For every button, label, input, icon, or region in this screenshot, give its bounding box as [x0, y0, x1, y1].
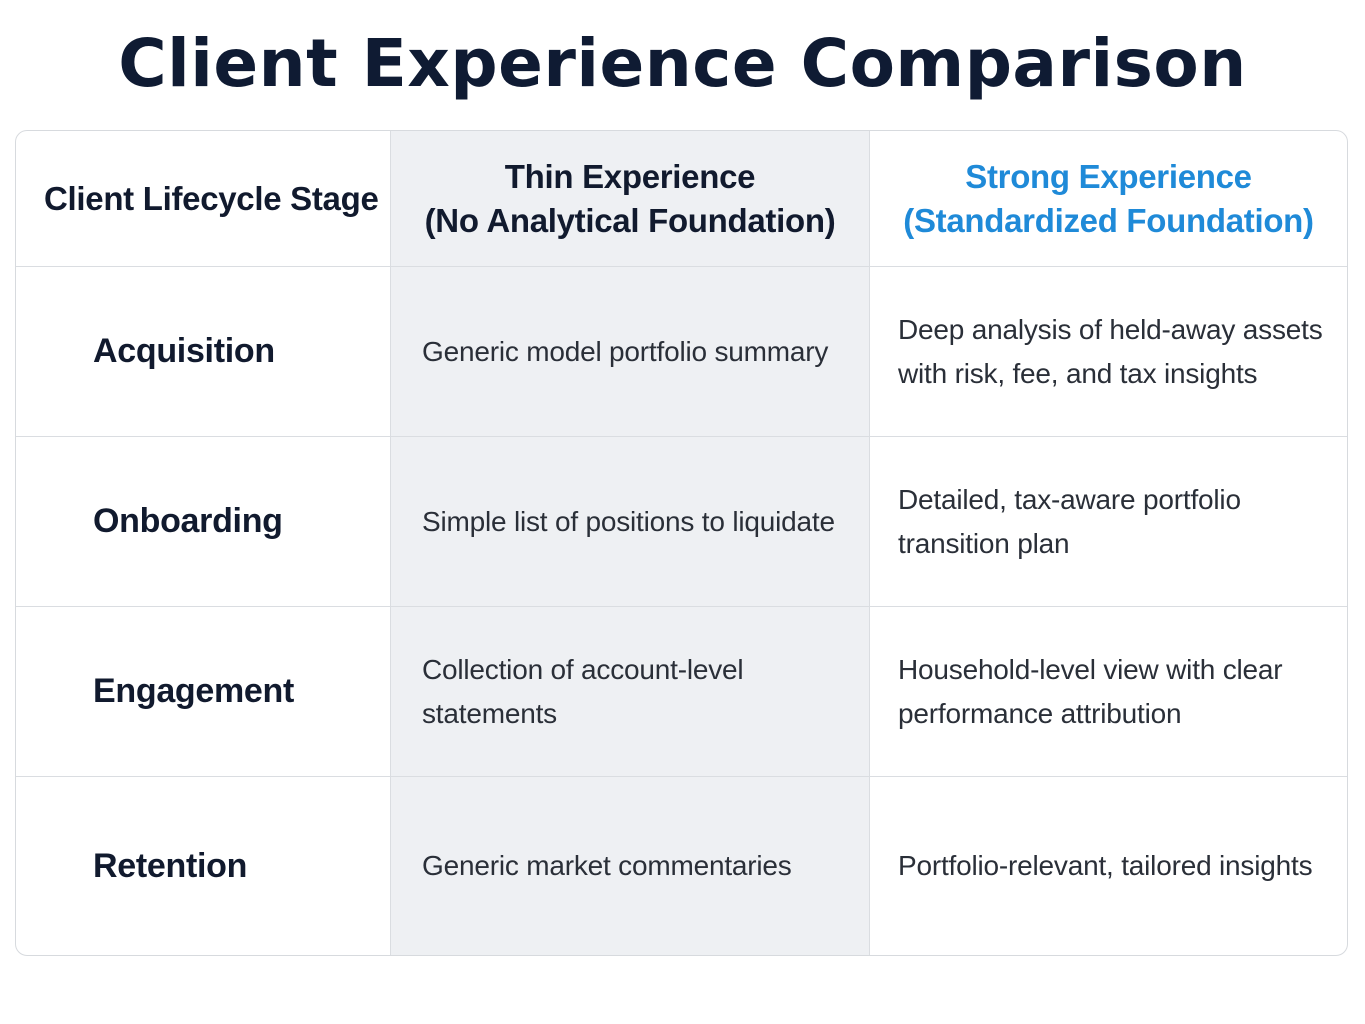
thin-text-line1: Collection of account-level [422, 653, 744, 685]
row-retention-thin: Generic market commentaries [391, 777, 870, 955]
row-onboarding-strong: Detailed, tax-aware portfolio transition… [870, 437, 1347, 607]
strong-text-line1: Deep analysis of held-away assets [898, 313, 1323, 345]
row-acquisition-thin: Generic model portfolio summary [391, 267, 870, 437]
header-thin-title: Thin Experience [504, 157, 756, 195]
row-acquisition-strong: Deep analysis of held-away assets with r… [870, 267, 1347, 437]
thin-text: Generic market commentaries [422, 850, 792, 881]
strong-text-line2: performance attribution [898, 697, 1182, 729]
thin-text: Generic model portfolio summary [422, 335, 829, 367]
stage-label: Onboarding [93, 502, 283, 540]
row-engagement-stage: Engagement [16, 607, 391, 777]
header-thin: Thin Experience (No Analytical Foundatio… [391, 131, 870, 267]
stage-label: Retention [93, 846, 248, 885]
row-onboarding-thin: Simple list of positions to liquidate [391, 437, 870, 607]
row-retention-strong: Portfolio-relevant, tailored insights [870, 777, 1347, 955]
row-onboarding-stage: Onboarding [16, 437, 391, 607]
thin-text: Simple list of positions to liquidate [422, 505, 835, 537]
row-acquisition-stage: Acquisition [16, 267, 391, 437]
strong-text: Portfolio-relevant, tailored insights [898, 850, 1313, 881]
strong-text-line2: with risk, fee, and tax insights [898, 357, 1258, 389]
thin-text-line2: statements [422, 697, 557, 729]
header-strong-subtitle: (Standardized Foundation) [903, 201, 1314, 239]
header-strong-title: Strong Experience [965, 157, 1252, 195]
row-engagement-strong: Household-level view with clear performa… [870, 607, 1347, 777]
stage-label: Engagement [93, 672, 295, 710]
row-engagement-thin: Collection of account-level statements [391, 607, 870, 777]
stage-label: Acquisition [93, 332, 275, 370]
page-title: Client Experience Comparison [118, 25, 1247, 102]
header-thin-subtitle: (No Analytical Foundation) [424, 201, 836, 239]
strong-text-line1: Detailed, tax-aware portfolio [898, 483, 1241, 515]
strong-text-line1: Household-level view with clear [898, 653, 1283, 685]
header-stage-label: Client Lifecycle Stage [44, 179, 379, 217]
strong-text-line2: transition plan [898, 527, 1070, 559]
comparison-table: Client Lifecycle Stage Thin Experience (… [15, 130, 1348, 956]
header-strong: Strong Experience (Standardized Foundati… [870, 131, 1347, 267]
header-stage: Client Lifecycle Stage [16, 131, 391, 267]
row-retention-stage: Retention [16, 777, 391, 955]
